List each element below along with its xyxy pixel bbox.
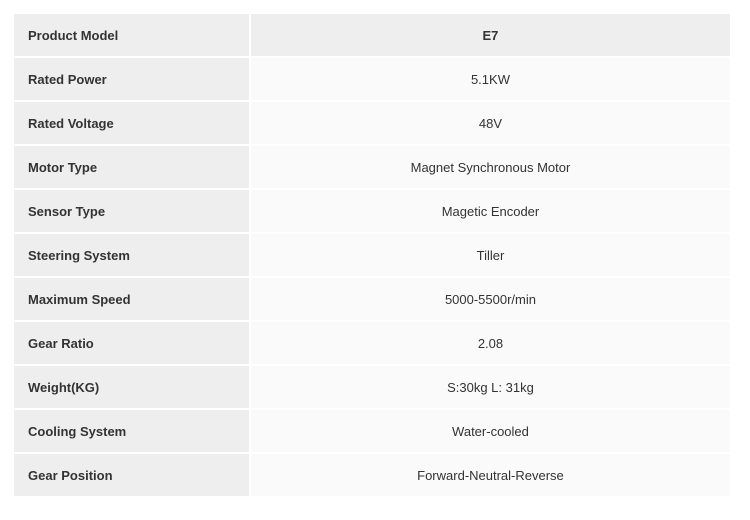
row-value: 5000-5500r/min xyxy=(250,277,731,321)
row-label: Steering System xyxy=(13,233,250,277)
row-value: Magnet Synchronous Motor xyxy=(250,145,731,189)
table-row: Sensor Type Magetic Encoder xyxy=(13,189,731,233)
row-value: 2.08 xyxy=(250,321,731,365)
spec-table: Product Model E7 Rated Power 5.1KW Rated… xyxy=(12,12,732,498)
row-label: Cooling System xyxy=(13,409,250,453)
row-value: Magetic Encoder xyxy=(250,189,731,233)
table-row: Motor Type Magnet Synchronous Motor xyxy=(13,145,731,189)
row-label: Motor Type xyxy=(13,145,250,189)
header-label: Product Model xyxy=(13,13,250,57)
row-value: 5.1KW xyxy=(250,57,731,101)
row-label: Gear Ratio xyxy=(13,321,250,365)
table-row: Maximum Speed 5000-5500r/min xyxy=(13,277,731,321)
table-row: Rated Voltage 48V xyxy=(13,101,731,145)
row-value: Tiller xyxy=(250,233,731,277)
table-row: Weight(KG) S:30kg L: 31kg xyxy=(13,365,731,409)
table-row: Cooling System Water-cooled xyxy=(13,409,731,453)
row-label: Gear Position xyxy=(13,453,250,497)
table-header-row: Product Model E7 xyxy=(13,13,731,57)
row-value: S:30kg L: 31kg xyxy=(250,365,731,409)
table-row: Gear Ratio 2.08 xyxy=(13,321,731,365)
table-row: Rated Power 5.1KW xyxy=(13,57,731,101)
row-label: Rated Voltage xyxy=(13,101,250,145)
row-label: Rated Power xyxy=(13,57,250,101)
row-label: Maximum Speed xyxy=(13,277,250,321)
row-label: Weight(KG) xyxy=(13,365,250,409)
row-label: Sensor Type xyxy=(13,189,250,233)
header-value: E7 xyxy=(250,13,731,57)
table-body: Rated Power 5.1KW Rated Voltage 48V Moto… xyxy=(13,57,731,497)
table-row: Steering System Tiller xyxy=(13,233,731,277)
row-value: 48V xyxy=(250,101,731,145)
row-value: Forward-Neutral-Reverse xyxy=(250,453,731,497)
row-value: Water-cooled xyxy=(250,409,731,453)
table-row: Gear Position Forward-Neutral-Reverse xyxy=(13,453,731,497)
